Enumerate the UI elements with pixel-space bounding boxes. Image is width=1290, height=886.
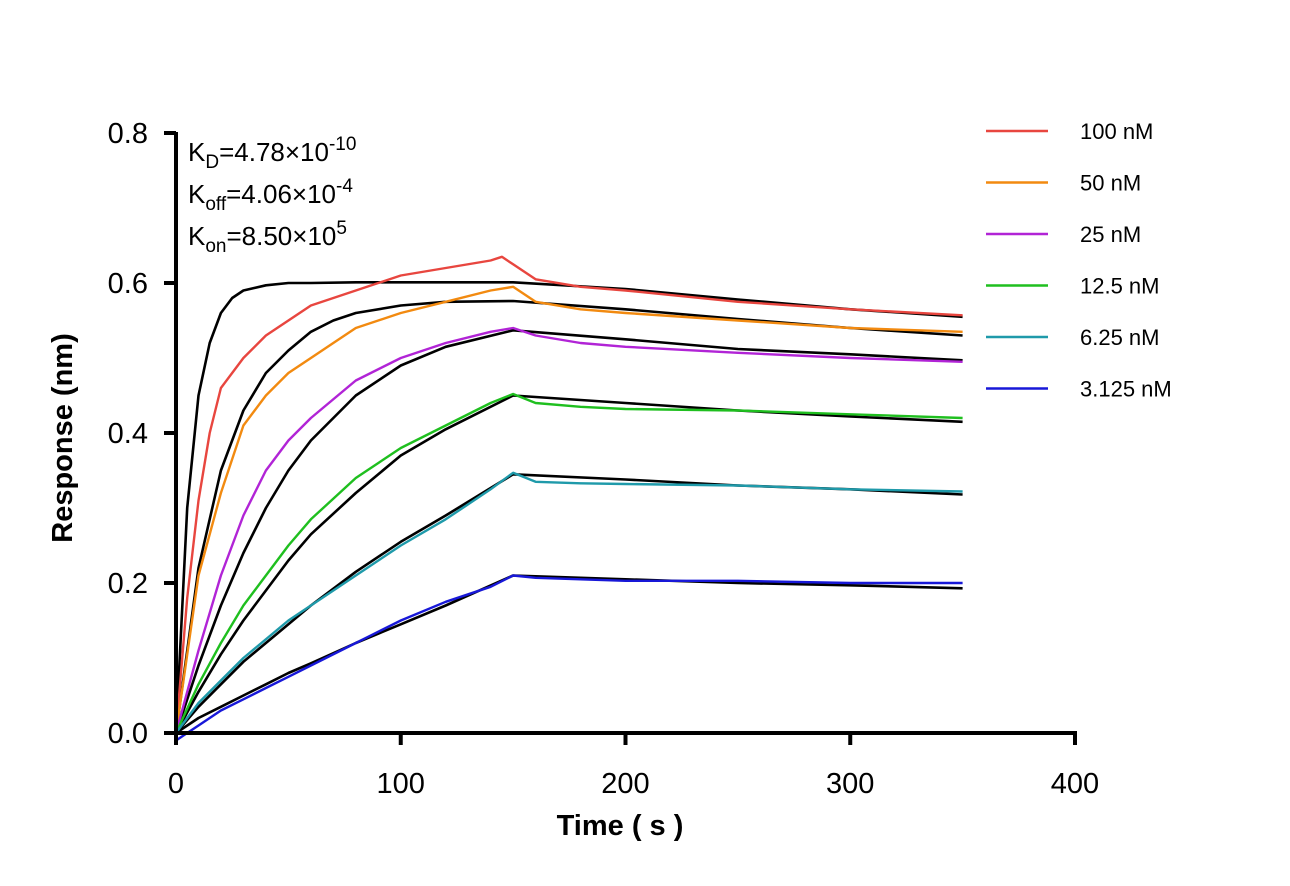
x-tick-label: 200 (601, 768, 649, 800)
series-line-1 (174, 255, 963, 734)
fit-curve-6 (175, 574, 963, 735)
y-axis-title: Response (nm) (47, 333, 79, 542)
fit-curve-1 (174, 281, 963, 734)
series-line-5 (175, 471, 963, 734)
fit-curve-4 (174, 394, 963, 734)
series-line-4 (174, 392, 963, 734)
data-series (174, 255, 963, 742)
y-tick-label: 0.0 (108, 718, 148, 750)
axis-ticks: 0 100 200 300 400 0.0 0.2 0.4 0.6 0.8 (108, 118, 1100, 800)
fit-curve-3 (174, 329, 963, 734)
y-tick-label: 0.4 (108, 418, 148, 450)
fit-curve-2 (174, 299, 963, 734)
kinetic-constant-off: Koff=4.06×10-4 (188, 176, 353, 215)
fit-curves (174, 281, 963, 735)
series-line-6 (175, 574, 963, 742)
kinetic-constant-on: Kon=8.50×105 (188, 218, 347, 257)
x-tick-label: 400 (1051, 768, 1099, 800)
y-tick-label: 0.8 (108, 118, 148, 150)
legend-label: 6.25 nM (1080, 325, 1160, 350)
legend-label: 12.5 nM (1080, 274, 1160, 299)
series-line-2 (174, 285, 963, 734)
x-axis-title: Time ( s ) (557, 810, 684, 842)
legend: 100 nM 50 nM 25 nM 12.5 nM 6.25 nM 3.125 nM (986, 119, 1172, 402)
series-line-3 (174, 326, 963, 734)
legend-label: 50 nM (1080, 171, 1141, 196)
y-tick-label: 0.2 (108, 568, 148, 600)
y-tick-label: 0.6 (108, 268, 148, 300)
fit-curve-5 (175, 473, 963, 734)
legend-label: 100 nM (1080, 119, 1153, 144)
legend-label: 3.125 nM (1080, 377, 1172, 402)
legend-label: 25 nM (1080, 222, 1141, 247)
kinetic-constant-D: KD=4.78×10-10 (188, 134, 356, 173)
x-tick-label: 300 (826, 768, 874, 800)
x-tick-label: 0 (168, 768, 184, 800)
x-tick-label: 100 (377, 768, 425, 800)
